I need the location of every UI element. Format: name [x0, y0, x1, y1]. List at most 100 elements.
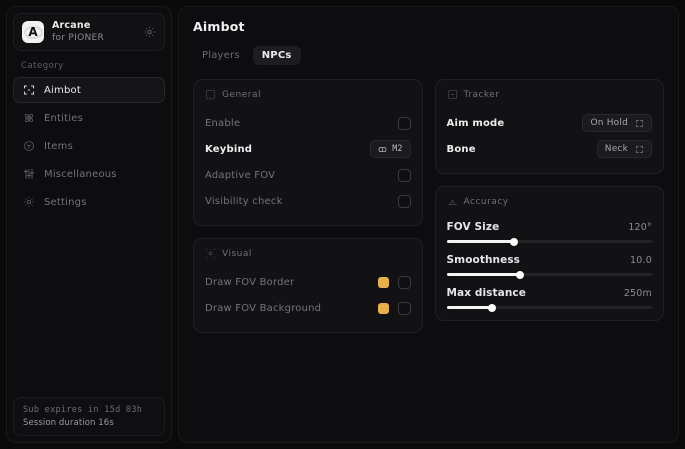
card-tracker: Tracker Aim mode On Hold: [434, 79, 664, 174]
brand-header[interactable]: A Arcane for PIONER: [13, 13, 165, 52]
slider-track[interactable]: [446, 303, 652, 312]
package-icon: [23, 140, 35, 152]
right-column: Tracker Aim mode On Hold: [434, 79, 664, 321]
grid-dots-icon: [205, 89, 216, 100]
enable-checkbox[interactable]: [397, 116, 411, 130]
brand-name: Arcane: [52, 20, 91, 31]
slider-track[interactable]: [446, 270, 652, 279]
slider-track[interactable]: [446, 237, 652, 246]
bone-select[interactable]: Neck: [596, 140, 652, 158]
slider-smoothness: Smoothness 10.0: [446, 250, 653, 283]
slider-label: Max distance: [446, 287, 526, 299]
sidebar-item-miscellaneous[interactable]: Miscellaneous: [13, 161, 165, 187]
row-adaptive-fov: Adaptive FOV: [205, 162, 411, 188]
card-title: Tracker: [463, 89, 500, 100]
card-general: General Enable Keybind M2: [193, 79, 423, 226]
row-label: Adaptive FOV: [205, 169, 276, 181]
slider-header: FOV Size 120°: [447, 221, 653, 233]
slider-label: FOV Size: [446, 221, 500, 233]
keybind-value: M2: [392, 144, 403, 154]
slider-label: Smoothness: [446, 254, 521, 266]
row-label: Keybind: [205, 143, 253, 155]
gear-icon: [23, 196, 35, 208]
logo-letter: A: [28, 25, 38, 40]
subscription-status: Sub expires in 15d 03h Session duration …: [13, 397, 165, 436]
draw-fov-border-checkbox[interactable]: [397, 275, 411, 289]
settings-columns: General Enable Keybind M2: [193, 79, 664, 333]
row-label: Visibility check: [205, 195, 283, 207]
eye-square-icon: [205, 248, 216, 259]
row-label: Bone: [446, 143, 476, 155]
card-title: General: [222, 89, 261, 100]
slider-header: Smoothness 10.0: [447, 254, 653, 266]
card-title: Visual: [222, 248, 252, 259]
slider-knob[interactable]: [510, 237, 519, 246]
page-title: Aimbot: [193, 19, 245, 34]
sidebar-item-label: Entities: [44, 112, 84, 124]
logo-ring-icon: [23, 25, 43, 39]
draw-fov-background-checkbox[interactable]: [397, 301, 411, 315]
slider-max-distance: Max distance 250m: [446, 283, 653, 312]
app-logo: A: [22, 21, 44, 44]
gear-icon[interactable]: [143, 26, 156, 39]
chart-up-icon: [447, 196, 458, 207]
slider-value: 120°: [628, 222, 652, 233]
fov-border-color-swatch[interactable]: [377, 276, 389, 288]
row-aim-mode: Aim mode On Hold: [447, 110, 652, 136]
slider-knob[interactable]: [516, 270, 525, 279]
card-title: Accuracy: [463, 196, 509, 207]
row-bone: Bone Neck: [446, 136, 652, 162]
left-column: General Enable Keybind M2: [193, 79, 423, 333]
sidebar-item-label: Aimbot: [44, 84, 81, 96]
slider-fov-size: FOV Size 120°: [446, 217, 653, 250]
main-panel: Aimbot Players NPCs General: [178, 6, 679, 443]
sub-expiry-text: Sub expires in 15d 03h: [23, 405, 143, 415]
card-visual: Visual Draw FOV Border Draw FOV Backgrou…: [193, 238, 423, 333]
slider-header: Max distance 250m: [447, 287, 653, 299]
tab-bar: Players NPCs: [193, 46, 664, 65]
sidebar: A Arcane for PIONER Category: [6, 6, 172, 443]
expand-icon: [635, 119, 644, 128]
row-enable: Enable: [205, 110, 411, 136]
row-label: Draw FOV Background: [205, 302, 322, 314]
slider-fill: [446, 240, 515, 243]
sidebar-item-label: Settings: [44, 196, 87, 208]
card-accuracy: Accuracy FOV Size 120°: [434, 186, 664, 321]
card-tracker-header: Tracker: [447, 89, 653, 107]
sidebar-item-settings[interactable]: Settings: [13, 189, 165, 215]
slider-knob[interactable]: [487, 303, 496, 312]
aim-mode-select[interactable]: On Hold: [582, 114, 652, 132]
row-keybind: Keybind M2: [205, 136, 411, 162]
tab-players[interactable]: Players: [202, 50, 240, 61]
brand-text: Arcane for PIONER: [52, 20, 105, 43]
card-accuracy-header: Accuracy: [447, 196, 653, 214]
visibility-check-checkbox[interactable]: [397, 194, 411, 208]
sidebar-nav: Aimbot Entities: [13, 77, 165, 215]
session-duration-text: Session duration 16s: [23, 418, 114, 428]
keybind-button[interactable]: M2: [370, 140, 411, 158]
row-controls: [377, 301, 411, 315]
slider-value: 10.0: [630, 255, 652, 266]
tab-npcs[interactable]: NPCs: [252, 46, 301, 65]
slider-value: 250m: [623, 288, 652, 299]
row-draw-fov-background: Draw FOV Background: [205, 295, 411, 321]
row-draw-fov-border: Draw FOV Border: [205, 269, 411, 295]
sidebar-item-items[interactable]: Items: [13, 133, 165, 159]
slider-fill: [446, 306, 492, 309]
brand-subtitle: for PIONER: [52, 32, 105, 43]
row-label: Enable: [205, 117, 241, 129]
slider-fill: [446, 273, 521, 276]
sliders-icon: [23, 168, 35, 180]
category-label: Category: [21, 61, 64, 72]
expand-icon: [635, 145, 644, 154]
fov-background-color-swatch[interactable]: [377, 302, 389, 314]
row-controls: [377, 275, 411, 289]
row-visibility-check: Visibility check: [205, 188, 411, 214]
atom-icon: [23, 112, 35, 124]
row-label: Draw FOV Border: [205, 276, 295, 288]
sidebar-item-aimbot[interactable]: Aimbot: [13, 77, 165, 104]
crosshair-icon: [23, 84, 35, 96]
sidebar-item-entities[interactable]: Entities: [13, 105, 165, 131]
adaptive-fov-checkbox[interactable]: [397, 168, 411, 182]
